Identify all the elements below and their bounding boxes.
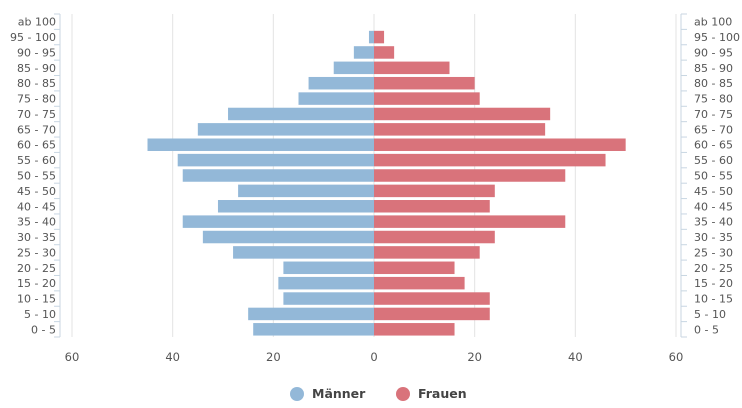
legend-label-frauen: Frauen [418,386,467,401]
category-label-left: 5 - 10 [24,308,56,321]
category-label-right: 25 - 30 [694,246,733,259]
bar-frauen [374,169,566,182]
category-label-right: 20 - 25 [694,262,733,275]
bar-frauen [374,276,465,290]
category-label-right: 10 - 15 [694,293,733,306]
category-label-right: 75 - 80 [694,93,733,106]
category-label-right: 5 - 10 [694,308,726,321]
x-tick-label: 60 [65,350,80,364]
bar-frauen [374,215,566,228]
bar-frauen [374,200,490,213]
bar-frauen [374,30,385,44]
legend-label-maenner: Männer [312,386,366,401]
category-label-left: 55 - 60 [17,154,56,167]
category-label-left: 15 - 20 [17,277,56,290]
category-label-right: 0 - 5 [694,323,719,336]
bar-maenner [147,138,374,151]
bar-frauen [374,76,475,90]
category-label-right: 50 - 55 [694,170,733,183]
category-label-left: 40 - 45 [17,200,56,213]
bar-maenner [283,292,374,305]
x-tick-label: 60 [669,350,684,364]
category-label-right: 30 - 35 [694,231,733,244]
bar-maenner [333,61,374,75]
x-tick-label: 40 [568,350,583,364]
bar-maenner [182,215,374,228]
bar-frauen [374,123,546,136]
category-label-right: 80 - 85 [694,77,733,90]
bar-frauen [374,107,551,121]
category-label-left: 60 - 65 [17,139,56,152]
bar-maenner [238,184,374,198]
bar-maenner [233,246,374,259]
bar-maenner [202,230,374,244]
bar-frauen [374,307,490,321]
category-label-right: 95 - 100 [694,31,740,44]
bar-frauen [374,261,455,275]
bar-frauen [374,153,606,167]
bar-frauen [374,92,480,105]
category-label-left: 20 - 25 [17,262,56,275]
category-label-left: 30 - 35 [17,231,56,244]
category-label-left: ab 100 [18,16,56,29]
category-label-right: 40 - 45 [694,200,733,213]
category-label-right: 35 - 40 [694,216,733,229]
category-label-left: 50 - 55 [17,170,56,183]
bar-frauen [374,323,455,336]
category-label-left: 0 - 5 [31,323,56,336]
legend-marker-frauen [396,387,410,401]
x-tick-label: 20 [467,350,482,364]
bar-maenner [182,169,374,182]
category-label-left: 25 - 30 [17,246,56,259]
category-label-right: 55 - 60 [694,154,733,167]
bar-maenner [197,123,374,136]
bar-frauen [374,138,626,151]
bar-maenner [253,323,374,336]
bar-maenner [248,307,374,321]
category-label-left: 10 - 15 [17,293,56,306]
category-label-right: ab 100 [694,16,732,29]
category-label-left: 85 - 90 [17,62,56,75]
category-label-right: 60 - 65 [694,139,733,152]
bar-frauen [374,292,490,305]
category-label-right: 45 - 50 [694,185,733,198]
bar-frauen [374,230,495,244]
category-label-left: 80 - 85 [17,77,56,90]
bar-maenner [353,46,374,59]
x-tick-label: 0 [370,350,377,364]
category-label-left: 70 - 75 [17,108,56,121]
category-label-left: 35 - 40 [17,216,56,229]
category-label-right: 15 - 20 [694,277,733,290]
category-label-right: 85 - 90 [694,62,733,75]
bar-frauen [374,61,450,75]
bar-maenner [308,76,374,90]
x-tick-label: 40 [165,350,180,364]
bar-frauen [374,46,395,59]
bar-maenner [228,107,374,121]
category-label-right: 90 - 95 [694,46,733,59]
bar-maenner [298,92,374,105]
category-label-right: 70 - 75 [694,108,733,121]
bar-maenner [368,30,374,44]
category-label-left: 65 - 70 [17,123,56,136]
category-label-right: 65 - 70 [694,123,733,136]
bar-frauen [374,246,480,259]
category-label-left: 45 - 50 [17,185,56,198]
category-label-left: 95 - 100 [10,31,56,44]
bar-maenner [217,200,374,213]
bar-maenner [283,261,374,275]
bar-frauen [374,184,495,198]
bar-maenner [278,276,374,290]
legend-marker-maenner [290,387,304,401]
x-tick-label: 20 [266,350,281,364]
category-label-left: 75 - 80 [17,93,56,106]
bar-maenner [177,153,374,167]
category-label-left: 90 - 95 [17,46,56,59]
